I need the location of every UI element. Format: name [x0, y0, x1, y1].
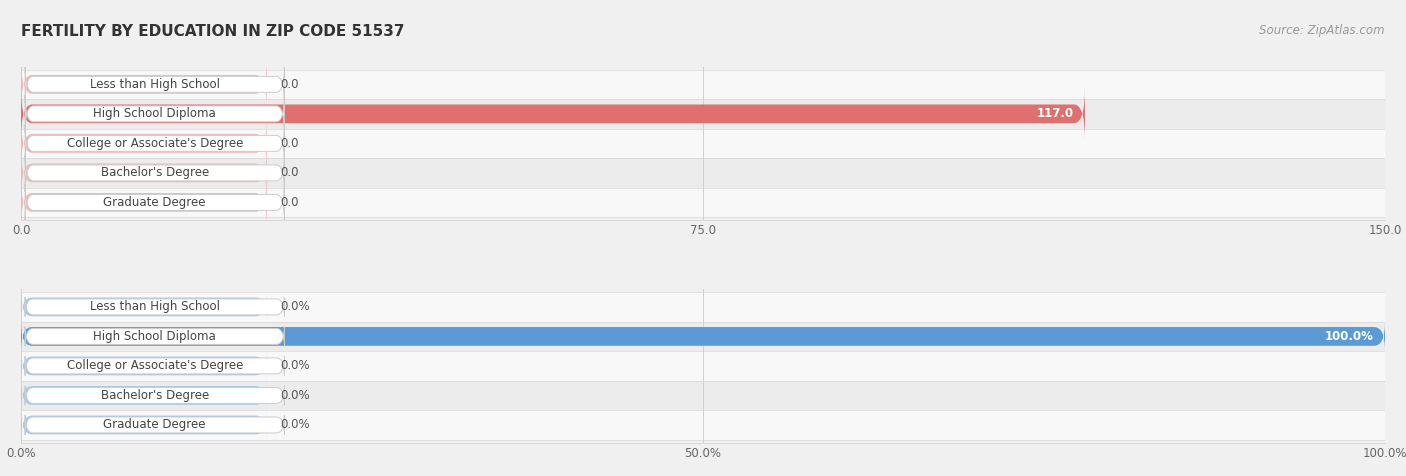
FancyBboxPatch shape — [21, 381, 267, 410]
FancyBboxPatch shape — [25, 297, 284, 317]
Text: 117.0: 117.0 — [1036, 108, 1074, 120]
Bar — [21, 129, 1385, 158]
FancyBboxPatch shape — [25, 66, 284, 103]
FancyBboxPatch shape — [21, 147, 267, 199]
Text: High School Diploma: High School Diploma — [93, 108, 217, 120]
FancyBboxPatch shape — [25, 386, 284, 405]
Bar — [21, 292, 1385, 322]
FancyBboxPatch shape — [21, 293, 267, 321]
Text: 0.0: 0.0 — [280, 137, 298, 150]
Bar — [21, 351, 1385, 381]
Bar — [21, 188, 1385, 217]
Text: 0.0%: 0.0% — [280, 359, 309, 372]
FancyBboxPatch shape — [21, 118, 267, 169]
Bar — [21, 158, 1385, 188]
Text: College or Associate's Degree: College or Associate's Degree — [66, 359, 243, 372]
Text: College or Associate's Degree: College or Associate's Degree — [66, 137, 243, 150]
Text: Source: ZipAtlas.com: Source: ZipAtlas.com — [1260, 24, 1385, 37]
Bar — [21, 69, 1385, 99]
Text: Less than High School: Less than High School — [90, 78, 219, 91]
Bar — [21, 410, 1385, 440]
FancyBboxPatch shape — [25, 154, 284, 191]
Text: Less than High School: Less than High School — [90, 300, 219, 313]
Text: Graduate Degree: Graduate Degree — [104, 418, 207, 431]
FancyBboxPatch shape — [25, 125, 284, 162]
FancyBboxPatch shape — [21, 88, 1085, 140]
Bar — [21, 99, 1385, 129]
FancyBboxPatch shape — [21, 352, 267, 380]
FancyBboxPatch shape — [21, 322, 1385, 351]
Text: 100.0%: 100.0% — [1324, 330, 1374, 343]
Text: 0.0%: 0.0% — [280, 389, 309, 402]
FancyBboxPatch shape — [25, 95, 284, 132]
FancyBboxPatch shape — [25, 356, 284, 376]
Text: 0.0: 0.0 — [280, 167, 298, 179]
FancyBboxPatch shape — [21, 177, 267, 228]
Text: Bachelor's Degree: Bachelor's Degree — [101, 389, 209, 402]
FancyBboxPatch shape — [21, 411, 267, 439]
FancyBboxPatch shape — [21, 59, 267, 110]
FancyBboxPatch shape — [25, 415, 284, 435]
Text: 0.0%: 0.0% — [280, 418, 309, 431]
Text: 0.0: 0.0 — [280, 78, 298, 91]
Text: Bachelor's Degree: Bachelor's Degree — [101, 167, 209, 179]
Text: Graduate Degree: Graduate Degree — [104, 196, 207, 209]
Text: 0.0: 0.0 — [280, 196, 298, 209]
FancyBboxPatch shape — [25, 327, 284, 346]
Bar — [21, 322, 1385, 351]
Text: High School Diploma: High School Diploma — [93, 330, 217, 343]
Text: FERTILITY BY EDUCATION IN ZIP CODE 51537: FERTILITY BY EDUCATION IN ZIP CODE 51537 — [21, 24, 405, 39]
Bar — [21, 381, 1385, 410]
Text: 0.0%: 0.0% — [280, 300, 309, 313]
FancyBboxPatch shape — [25, 184, 284, 221]
